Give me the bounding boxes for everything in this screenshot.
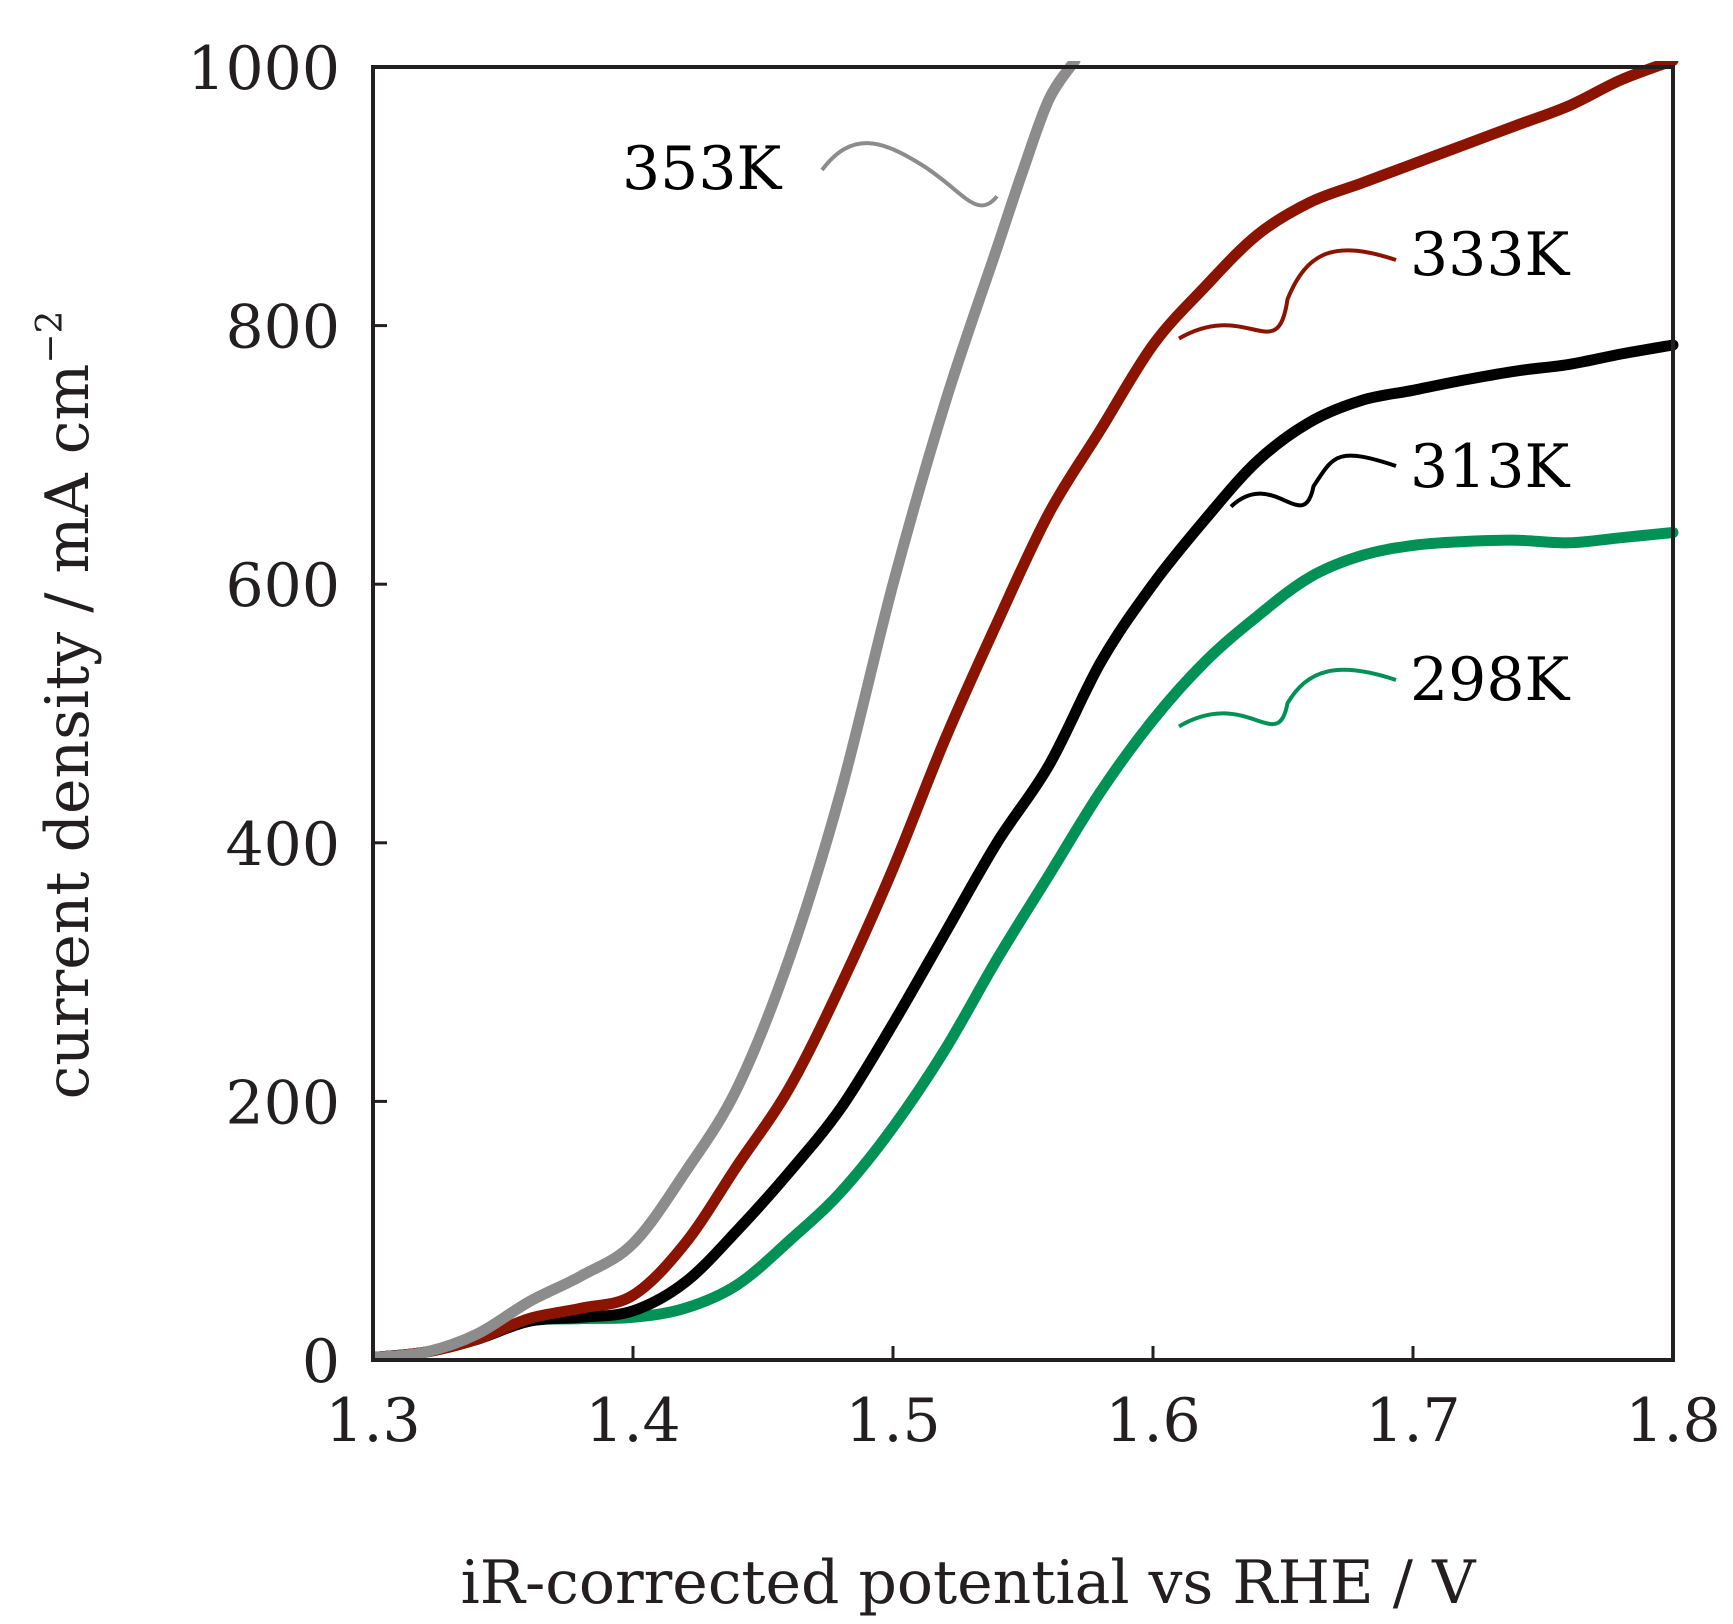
series-layer	[373, 61, 1679, 1360]
series-line-353K	[373, 61, 1081, 1360]
x-tick-label: 1.8	[1625, 1386, 1720, 1456]
x-tick-label: 1.6	[1105, 1386, 1200, 1456]
series-line-333K	[373, 61, 1679, 1360]
label-connector-333K	[1177, 248, 1397, 341]
x-axis-title: iR-corrected potential vs RHE / V	[461, 1548, 1477, 1618]
axis-ticks: 1.3 1.4 1.5 1.6 1.7 1.8 0 200 400 600 800 1000	[187, 34, 1720, 1456]
x-tick-label: 1.4	[585, 1386, 680, 1456]
y-axis-title-exponent: −2	[30, 311, 71, 364]
y-axis-title: current density / mA cm−2	[30, 311, 103, 1100]
plot-frame	[371, 65, 1675, 1362]
y-tick-label: 800	[225, 293, 340, 363]
x-tick-label: 1.5	[845, 1386, 940, 1456]
y-tick-label: 0	[302, 1327, 340, 1397]
label-connectors	[820, 141, 1397, 729]
y-tick-label: 600	[225, 551, 340, 621]
series-label-353K: 353K	[622, 134, 783, 204]
series-line-313K	[373, 339, 1679, 1360]
series-label-298K: 298K	[1410, 645, 1571, 715]
label-connector-298K	[1177, 667, 1397, 729]
series-label-333K: 333K	[1410, 220, 1571, 290]
label-connector-313K	[1229, 453, 1397, 509]
y-tick-label: 400	[225, 810, 340, 880]
series-label-313K: 313K	[1410, 432, 1571, 502]
label-connector-353K	[820, 141, 999, 208]
y-tick-label: 1000	[187, 34, 340, 104]
x-tick-label: 1.7	[1365, 1386, 1460, 1456]
x-tick-label: 1.3	[325, 1386, 420, 1456]
y-axis-title-main: current density / mA cm	[33, 364, 103, 1100]
y-tick-label: 200	[225, 1068, 340, 1138]
